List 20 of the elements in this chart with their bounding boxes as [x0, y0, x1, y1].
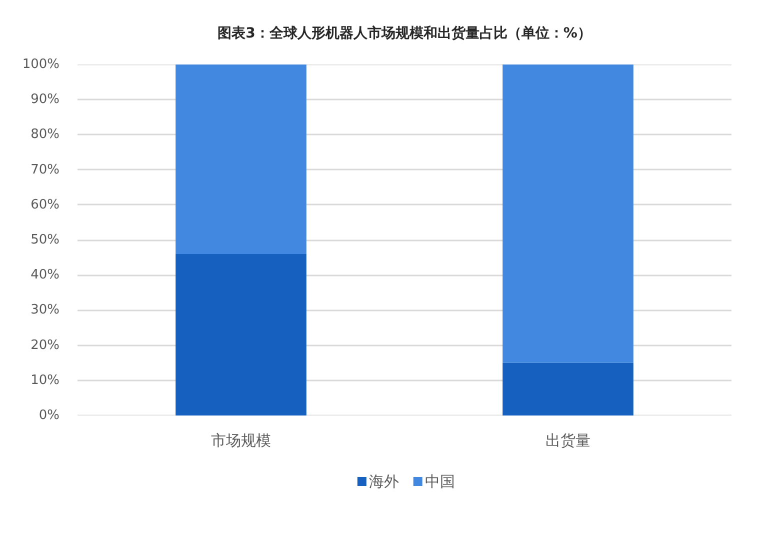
bar [502, 64, 634, 363]
y-tick-label: 0% [38, 408, 60, 423]
y-tick-label: 100% [22, 57, 60, 72]
y-tick-label: 80% [30, 127, 60, 142]
legend-label: 中国 [425, 472, 456, 490]
legend-label: 海外 [369, 472, 400, 490]
bar [502, 362, 634, 416]
y-tick-label: 50% [30, 232, 60, 248]
y-tick-label: 70% [30, 162, 60, 178]
x-tick-label: 市场规模 [211, 432, 271, 450]
y-tick-label: 30% [30, 302, 60, 318]
y-tick-label: 40% [30, 268, 60, 283]
y-tick-label: 10% [30, 372, 60, 388]
y-tick-label: 60% [30, 197, 60, 212]
y-tick-label: 90% [30, 92, 60, 108]
x-tick-label: 出货量 [546, 432, 590, 450]
chart-title: 图表3：全球人形机器人市场规模和出货量占比（单位：%） [218, 24, 592, 42]
y-tick-label: 20% [30, 338, 60, 353]
bar [176, 64, 306, 254]
bar [176, 254, 306, 416]
